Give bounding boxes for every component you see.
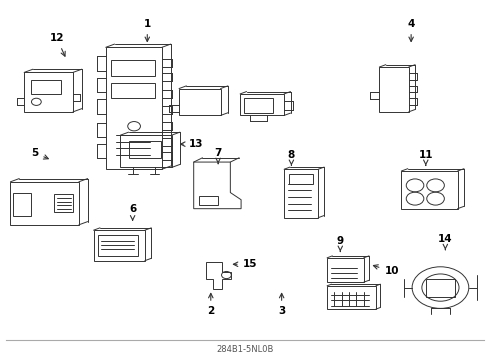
- Text: 10: 10: [373, 265, 399, 276]
- Bar: [111, 83, 155, 98]
- Text: 5: 5: [31, 148, 49, 159]
- Text: 9: 9: [337, 236, 344, 252]
- Bar: [240, 94, 284, 116]
- Bar: [111, 60, 155, 76]
- Bar: [327, 258, 364, 282]
- Text: 284B1-5NL0B: 284B1-5NL0B: [216, 345, 274, 354]
- Bar: [379, 67, 409, 112]
- Bar: [289, 174, 314, 184]
- Text: 12: 12: [49, 33, 65, 56]
- Bar: [129, 140, 161, 158]
- Text: 4: 4: [408, 19, 415, 41]
- Bar: [198, 196, 218, 205]
- Text: 11: 11: [418, 150, 433, 166]
- Bar: [426, 279, 455, 297]
- Bar: [244, 98, 273, 113]
- Bar: [94, 230, 145, 261]
- Text: 7: 7: [215, 148, 222, 164]
- Text: 6: 6: [129, 204, 136, 220]
- Bar: [98, 235, 138, 256]
- Bar: [106, 47, 162, 169]
- Text: 1: 1: [144, 19, 151, 41]
- Bar: [54, 194, 73, 212]
- Text: 8: 8: [288, 150, 295, 166]
- Bar: [13, 193, 31, 216]
- Text: 3: 3: [278, 293, 285, 316]
- Bar: [327, 286, 376, 309]
- Bar: [10, 182, 79, 225]
- Bar: [179, 89, 220, 116]
- Bar: [401, 171, 458, 209]
- Bar: [284, 169, 318, 218]
- Text: 14: 14: [438, 234, 453, 250]
- Text: 15: 15: [233, 259, 257, 269]
- Bar: [31, 80, 61, 94]
- Text: 13: 13: [181, 139, 203, 149]
- Text: 2: 2: [207, 293, 215, 316]
- Bar: [24, 72, 73, 112]
- Bar: [121, 135, 172, 167]
